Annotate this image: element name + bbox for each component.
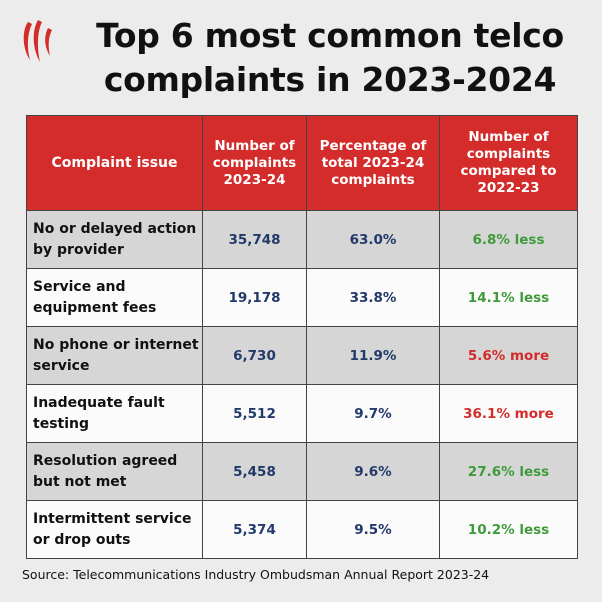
cell-issue: No or delayed action by provider xyxy=(26,210,203,269)
sbs-logo-icon xyxy=(23,20,52,62)
cell-count: 5,458 xyxy=(202,442,307,501)
cell-compare: 6.8% less xyxy=(439,210,578,269)
cell-compare: 27.6% less xyxy=(439,442,578,501)
cell-issue: Service and equipment fees xyxy=(26,268,203,327)
cell-count: 35,748 xyxy=(202,210,307,269)
complaints-table: Complaint issue Number of complaints 202… xyxy=(26,115,578,559)
table-row: Service and equipment fees 19,178 33.8% 14.… xyxy=(26,268,578,327)
table-row: Intermittent service or drop outs 5,374 9.… xyxy=(26,500,578,559)
cell-percentage: 9.5% xyxy=(306,500,440,559)
header: Top 6 most common telco complaints in 20… xyxy=(0,0,602,112)
title-line-2: complaints in 2023-2024 xyxy=(103,60,557,99)
cell-count: 6,730 xyxy=(202,326,307,385)
title-line-1: Top 6 most common telco xyxy=(96,16,564,55)
cell-count: 5,512 xyxy=(202,384,307,443)
table-row: Resolution agreed but not met 5,458 9.6% 27… xyxy=(26,442,578,501)
cell-percentage: 9.6% xyxy=(306,442,440,501)
cell-percentage: 63.0% xyxy=(306,210,440,269)
cell-count: 19,178 xyxy=(202,268,307,327)
cell-compare: 14.1% less xyxy=(439,268,578,327)
page-title: Top 6 most common telco complaints in 20… xyxy=(70,14,590,102)
cell-percentage: 33.8% xyxy=(306,268,440,327)
header-number-of-complaints: Number of complaints 2023-24 xyxy=(202,115,307,211)
cell-compare: 5.6% more xyxy=(439,326,578,385)
table-row: No phone or internet service 6,730 11.9% 5.… xyxy=(26,326,578,385)
table-row: No or delayed action by provider 35,748 63… xyxy=(26,210,578,269)
cell-percentage: 11.9% xyxy=(306,326,440,385)
cell-issue: No phone or internet service xyxy=(26,326,203,385)
cell-percentage: 9.7% xyxy=(306,384,440,443)
header-compared: Number of complaints compared to 2022-23 xyxy=(439,115,578,211)
header-percentage: Percentage of total 2023-24 complaints xyxy=(306,115,440,211)
table-header-row: Complaint issue Number of complaints 202… xyxy=(26,115,578,211)
cell-issue: Inadequate fault testing xyxy=(26,384,203,443)
cell-compare: 36.1% more xyxy=(439,384,578,443)
cell-compare: 10.2% less xyxy=(439,500,578,559)
cell-count: 5,374 xyxy=(202,500,307,559)
source-note: Source: Telecommunications Industry Ombu… xyxy=(22,567,490,582)
cell-issue: Resolution agreed but not met xyxy=(26,442,203,501)
header-complaint-issue: Complaint issue xyxy=(26,115,203,211)
cell-issue: Intermittent service or drop outs xyxy=(26,500,203,559)
table-row: Inadequate fault testing 5,512 9.7% 36.1% m… xyxy=(26,384,578,443)
